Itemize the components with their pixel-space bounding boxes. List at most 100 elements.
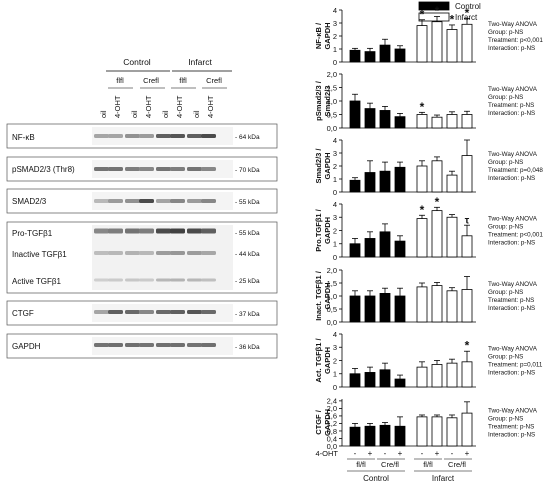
y-tick-label: 2,0	[327, 404, 337, 413]
significance-mark: τ	[465, 216, 470, 227]
bar-control	[379, 292, 391, 323]
y-axis-label: pSmad2/3 /Smad2/3	[314, 80, 332, 121]
bar-control	[349, 100, 361, 129]
blot-smad-kda: - 55 kDa	[235, 199, 260, 206]
bar-control	[394, 166, 406, 193]
blot-band	[201, 228, 216, 234]
legend-infarct-swatch	[418, 12, 450, 22]
bar-infarct	[431, 116, 443, 129]
anova-stats-line: Interaction: p-NS	[488, 110, 535, 117]
y-tick-label: 0,8	[327, 427, 337, 436]
blot-band	[139, 343, 154, 347]
blot-band	[201, 199, 216, 203]
blot-band	[108, 343, 123, 347]
blot-band	[156, 167, 171, 171]
bar-infarct	[461, 23, 473, 63]
bar-control	[379, 231, 391, 258]
anova-stats-line: Two-Way ANOVA	[488, 86, 538, 93]
blot-band	[125, 278, 140, 282]
blot-band	[187, 251, 202, 255]
bar-infarct	[446, 114, 458, 129]
y-axis-label: Act. TGFβ1 /GAPDH	[314, 338, 332, 383]
blot-band	[108, 310, 123, 314]
blot-tgf-inactive-label: Inactive TGFβ1	[12, 250, 67, 259]
lane-label: oil	[161, 110, 170, 118]
treatment-sign: -	[421, 449, 424, 458]
y-tick-label: 0,0	[327, 124, 337, 133]
group-label-infarct: Infarct	[432, 474, 455, 483]
y-tick-label: 0,5	[327, 305, 337, 314]
treatment-sign: +	[435, 449, 440, 458]
blot-band	[108, 251, 123, 255]
y-tick-label: 4	[333, 200, 337, 209]
bar-infarct	[431, 285, 443, 323]
bar-infarct	[416, 25, 428, 63]
blot-band	[156, 343, 171, 347]
genotype-label-1: fl/fl	[356, 460, 366, 469]
blot-band	[187, 310, 202, 314]
blot-band	[156, 278, 171, 282]
y-axis-label: Pro.TGFβ1 /GAPDH	[314, 208, 332, 251]
blot-band	[201, 278, 216, 282]
bar-control	[394, 240, 406, 258]
blot-tgf-panel: Pro-TGFβ1 Inactive TGFβ1 Active TGFβ1 - …	[6, 221, 278, 294]
anova-stats-line: Two-Way ANOVA	[488, 281, 538, 288]
blot-band	[94, 199, 109, 203]
y-tick-label: 3	[333, 19, 337, 28]
bar-infarct	[461, 155, 473, 193]
subgroup-header-4: Crefl	[206, 76, 222, 85]
y-tick-label: 0	[333, 58, 337, 67]
anova-stats-line: Interaction: p-NS	[488, 432, 535, 439]
blot-band	[125, 310, 140, 314]
y-tick-label: 2,4	[327, 397, 337, 406]
y-tick-label: 4	[333, 330, 337, 339]
y-axis-label: CTGF /GAPDH	[314, 409, 332, 436]
bar-infarct	[446, 417, 458, 447]
y-tick-label: 2,0	[327, 266, 337, 275]
blot-band	[156, 199, 171, 203]
bar-infarct	[416, 114, 428, 129]
blot-band	[201, 134, 216, 138]
y-tick-label: 0,0	[327, 318, 337, 327]
blot-band	[94, 278, 109, 282]
lane-labels: oil 4-OHT oil 4-OHT oil 4-OHT oil 4-OHT	[99, 95, 215, 118]
blot-band	[94, 251, 109, 255]
anova-stats-line: Group: p-NS	[488, 354, 523, 361]
blot-band	[108, 278, 123, 282]
y-tick-label: 2	[333, 356, 337, 365]
blot-band	[108, 134, 123, 138]
anova-stats-line: Two-Way ANOVA	[488, 151, 538, 158]
blot-band	[187, 134, 202, 138]
anova-stats-line: Treatment: p-NS	[488, 424, 534, 431]
y-tick-label: 1,5	[327, 83, 337, 92]
treatment-signs: - + - + - + - +	[354, 449, 470, 458]
significance-mark: *	[450, 12, 455, 26]
blot-tgf-kda-25: - 25 kDa	[235, 278, 260, 285]
bar-infarct	[461, 235, 473, 258]
bar-infarct	[416, 416, 428, 447]
blot-band	[187, 199, 202, 203]
bar-control	[364, 425, 376, 447]
bar-control	[364, 172, 376, 193]
blot-band	[201, 251, 216, 255]
blot-ctgf-label: CTGF	[12, 309, 34, 318]
bar-infarct	[431, 160, 443, 193]
bar-infarct	[461, 412, 473, 447]
significance-mark: *	[435, 195, 440, 209]
group-label-control: Control	[363, 474, 389, 483]
blot-band	[170, 343, 185, 347]
anova-stats-line: Treatment: p<0,001	[488, 37, 543, 44]
blot-band	[201, 310, 216, 314]
lane-label: oil	[130, 110, 139, 118]
y-tick-label: 1	[333, 240, 337, 249]
significance-mark: *	[420, 203, 425, 217]
legend-control-label: Control	[455, 2, 481, 11]
treatment-sign: -	[384, 449, 387, 458]
bar-control	[364, 372, 376, 388]
bar-control	[349, 49, 361, 63]
bar-infarct	[431, 21, 443, 63]
y-axis-label: Smad2/3 /GAPDH	[314, 148, 332, 184]
blot-psmad-kda: - 70 kDa	[235, 167, 260, 174]
